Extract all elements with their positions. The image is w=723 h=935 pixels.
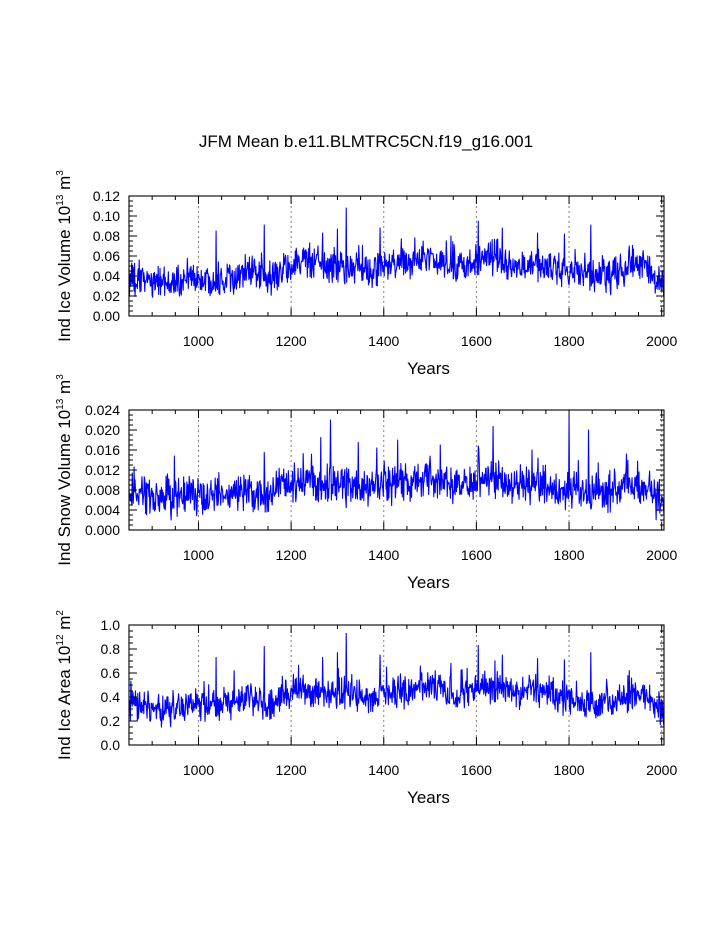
x-tick-label: 1200 [276, 333, 307, 349]
y-axis-title-superscript: 3 [55, 170, 66, 176]
y-axis-title-superscript: 3 [55, 374, 66, 380]
y-tick-label: 1.0 [101, 617, 121, 633]
x-axis-title: Years [407, 573, 450, 592]
y-tick-label: 0.12 [93, 188, 120, 204]
x-tick-label: 1800 [553, 762, 584, 778]
y-axis-title-superscript: 12 [55, 634, 66, 646]
y-axis-title-part: Ind Snow Volume 10 [55, 410, 74, 566]
x-tick-label: 1000 [183, 547, 214, 563]
x-tick-label: 1200 [276, 762, 307, 778]
x-tick-label: 1800 [553, 547, 584, 563]
plot-frame [128, 409, 665, 531]
x-axis-title: Years [407, 359, 450, 378]
plot-frame [128, 624, 665, 746]
y-axis-title: Ind Snow Volume 1013 m3 [55, 374, 74, 566]
y-tick-label: 0.02 [93, 288, 120, 304]
x-tick-label: 2000 [646, 333, 677, 349]
y-axis-title-part: m [55, 380, 74, 399]
y-tick-label: 0.008 [85, 482, 120, 498]
y-tick-label: 0.08 [93, 228, 120, 244]
chart-title: JFM Mean b.e11.BLMTRC5CN.f19_g16.001 [199, 132, 533, 151]
y-tick-label: 0.2 [101, 713, 121, 729]
y-axis-title-superscript: 13 [55, 194, 66, 206]
x-axis-title: Years [407, 788, 450, 807]
y-tick-label: 0.06 [93, 248, 120, 264]
y-axis-title-part: m [55, 616, 74, 635]
y-tick-label: 0.016 [85, 442, 120, 458]
y-axis-title-superscript: 13 [55, 398, 66, 410]
y-axis-title: Ind Ice Area 1012 m2 [55, 610, 74, 760]
x-tick-label: 1800 [553, 333, 584, 349]
y-tick-label: 0.024 [85, 402, 120, 418]
y-axis-title: Ind Ice Volume 1013 m3 [55, 170, 74, 342]
x-tick-label: 1400 [368, 762, 399, 778]
plot-frame [128, 195, 665, 317]
x-tick-label: 1000 [183, 762, 214, 778]
y-tick-label: 0.020 [85, 422, 120, 438]
x-tick-label: 1600 [461, 762, 492, 778]
y-axis-title-part: Ind Ice Volume 10 [55, 206, 74, 342]
y-tick-label: 0.012 [85, 462, 120, 478]
y-tick-label: 0.04 [93, 268, 120, 284]
x-tick-label: 1200 [276, 547, 307, 563]
x-tick-label: 1600 [461, 547, 492, 563]
panel-ice-volume: 1000 1200 1400 1600 1800 2000 0.00 0.02 0.04 0.06… [55, 170, 677, 378]
y-tick-label: 0.004 [85, 502, 120, 518]
x-tick-label: 1400 [368, 333, 399, 349]
y-tick-label: 0.0 [101, 737, 121, 753]
y-tick-label: 0.6 [101, 665, 121, 681]
y-axis-title-part: Ind Ice Area 10 [55, 646, 74, 760]
panel-snow-volume: 1000 1200 1400 1600 1800 2000 0.000 0.004 0.008 0… [55, 374, 677, 592]
y-tick-label: 0.4 [101, 689, 121, 705]
x-tick-label: 2000 [646, 547, 677, 563]
series-line-snow-volume [128, 416, 665, 521]
y-axis-title-part: m [55, 176, 74, 195]
y-tick-label: 0.10 [93, 208, 120, 224]
y-tick-label: 0.8 [101, 641, 121, 657]
series-line-ice-volume [128, 207, 665, 299]
y-axis-title-superscript: 2 [55, 610, 66, 616]
x-tick-label: 1000 [183, 333, 214, 349]
y-tick-label: 0.000 [85, 522, 120, 538]
y-tick-label: 0.00 [93, 308, 120, 324]
x-tick-label: 2000 [646, 762, 677, 778]
x-tick-label: 1600 [461, 333, 492, 349]
series-line-ice-area [128, 632, 665, 728]
x-tick-label: 1400 [368, 547, 399, 563]
panel-ice-area: 1000 1200 1400 1600 1800 2000 0.0 0.2 0.4 0.6 0.8 1… [55, 610, 677, 807]
